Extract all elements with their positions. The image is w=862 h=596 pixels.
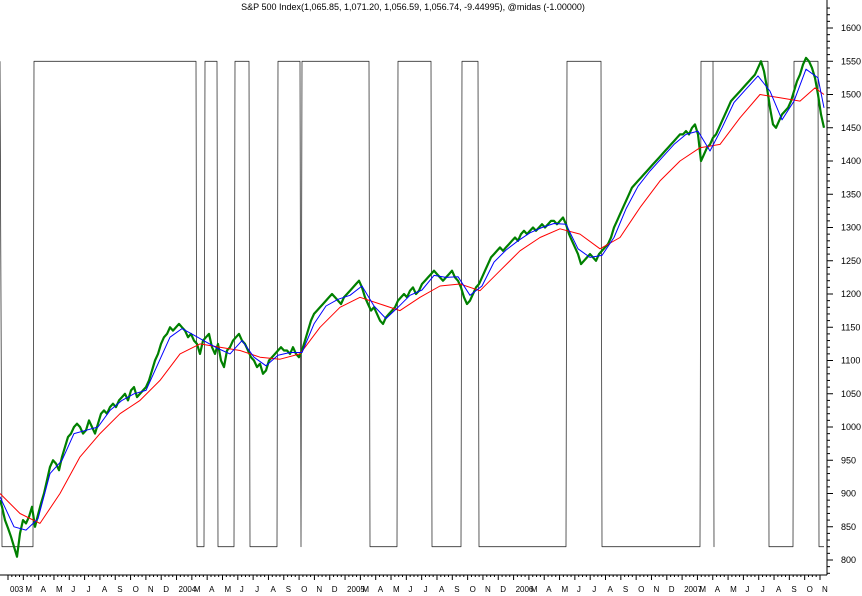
x-tick-label: M [562, 585, 569, 594]
x-tick-label: M [699, 585, 706, 594]
chart-title: S&P 500 Index(1,065.85, 1,071.20, 1,056.… [241, 2, 585, 12]
y-tick-label: 1500 [841, 90, 861, 100]
x-tick-label: M [531, 585, 538, 594]
x-tick-label: J [240, 585, 244, 594]
y-tick-label: 1000 [841, 422, 861, 432]
x-tick-label: M [56, 585, 63, 594]
y-tick-label: 1100 [841, 356, 860, 366]
x-tick-label: 2006 [516, 585, 534, 594]
x-tick-label: A [378, 585, 384, 594]
x-tick-label: D [163, 585, 169, 594]
x-tick-label: D [669, 585, 675, 594]
y-tick-label: 1600 [841, 23, 861, 33]
x-tick-label: D [332, 585, 338, 594]
x-tick-label: M [194, 585, 201, 594]
x-tick-label: 2007 [684, 585, 702, 594]
x-tick-label: J [408, 585, 412, 594]
x-tick-label: A [439, 585, 445, 594]
x-tick-label: O [301, 585, 307, 594]
y-tick-label: 1350 [841, 189, 861, 199]
y-tick-label: 900 [841, 489, 856, 499]
y-tick-label: 1550 [841, 56, 861, 66]
signal-line [0, 60, 824, 548]
y-tick-label: 1250 [841, 256, 861, 266]
x-tick-label: J [71, 585, 75, 594]
x-tick-label: S [286, 585, 291, 594]
x-tick-label: O [470, 585, 476, 594]
x-tick-label: J [577, 585, 581, 594]
x-tick-label: N [822, 585, 828, 594]
x-tick-label: S [454, 585, 459, 594]
x-tick-label: M [730, 585, 737, 594]
fast-ma-line [0, 68, 825, 531]
x-tick-label: O [133, 585, 139, 594]
x-tick-label: D [500, 585, 506, 594]
x-tick-label: J [592, 585, 596, 594]
x-tick-label: 2004 [179, 585, 197, 594]
price-line [0, 56, 826, 558]
x-tick-label: A [608, 585, 614, 594]
x-tick-label: M [25, 585, 32, 594]
x-tick-label: J [424, 585, 428, 594]
x-tick-label: O [638, 585, 644, 594]
y-tick-label: 1050 [841, 389, 861, 399]
y-tick-label: 1450 [841, 123, 861, 133]
y-axis: 800 850 900 950 1000 1050 1100 1150 1200 1250 1300… [826, 0, 861, 575]
x-tick-label: S [623, 585, 628, 594]
x-tick-label: N [653, 585, 659, 594]
x-tick-label: M [224, 585, 231, 594]
y-tick-label: 850 [841, 522, 856, 532]
x-tick-label: 2005 [347, 585, 365, 594]
x-tick-label: A [270, 585, 276, 594]
y-tick-label: 1300 [841, 223, 861, 233]
y-tick-label: 950 [841, 455, 856, 465]
x-tick-label: J [761, 585, 765, 594]
x-tick-label: S [117, 585, 122, 594]
x-tick-label: A [715, 585, 721, 594]
x-tick-label: M [362, 585, 369, 594]
x-tick-label: A [102, 585, 108, 594]
x-tick-label: N [316, 585, 322, 594]
x-tick-label: S [791, 585, 796, 594]
x-tick-label: M [393, 585, 400, 594]
x-tick-label: N [485, 585, 491, 594]
x-tick-label: A [546, 585, 552, 594]
x-tick-label: J [87, 585, 91, 594]
plot-area [0, 56, 826, 558]
x-tick-label: A [776, 585, 782, 594]
x-tick-label: O [807, 585, 813, 594]
x-tick-label: J [745, 585, 749, 594]
y-tick-label: 1150 [841, 322, 860, 332]
x-tick-label: A [209, 585, 215, 594]
x-tick-label: J [255, 585, 259, 594]
y-tick-label: 1400 [841, 156, 861, 166]
y-tick-label: 800 [841, 555, 856, 565]
slow-ma-line [0, 87, 825, 524]
x-tick-label: N [148, 585, 154, 594]
x-tick-label: A [41, 585, 47, 594]
x-tick-label: 003 [10, 585, 24, 594]
y-tick-label: 1200 [841, 289, 861, 299]
